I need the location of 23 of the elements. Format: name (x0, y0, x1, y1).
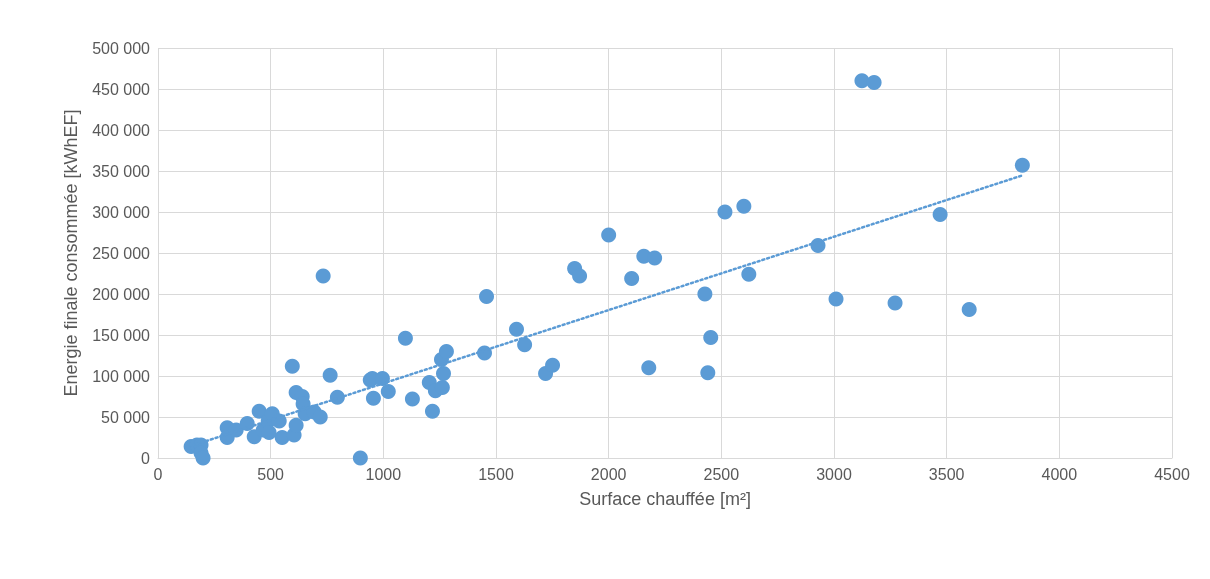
x-tick-label: 3500 (928, 465, 965, 483)
x-tick-label: 4000 (1041, 465, 1078, 483)
x-axis-title: Surface chauffée [m²] (579, 489, 751, 509)
y-tick-label: 100 000 (92, 367, 151, 385)
x-tick-label: 2000 (590, 465, 627, 483)
y-tick-label: 300 000 (92, 203, 151, 221)
y-tick-label: 150 000 (92, 326, 151, 344)
y-tick-label: 50 000 (101, 408, 151, 426)
x-tick-label: 0 (153, 465, 163, 483)
y-axis-title: Energie finale consommée [kWhEF] (61, 109, 81, 397)
y-tick-label: 500 000 (92, 39, 151, 57)
y-tick-label: 250 000 (92, 244, 151, 262)
y-tick-label: 0 (141, 449, 151, 467)
x-tick-label: 2500 (703, 465, 740, 483)
x-tick-label: 1500 (478, 465, 514, 483)
x-tick-label: 4500 (1154, 465, 1190, 483)
y-tick-label: 350 000 (92, 162, 151, 180)
x-tick-label: 3000 (816, 465, 852, 483)
y-tick-label: 400 000 (92, 121, 151, 139)
y-tick-label: 200 000 (92, 285, 151, 303)
x-tick-label: 1000 (365, 465, 402, 483)
y-tick-label: 450 000 (92, 80, 151, 98)
x-tick-label: 500 (257, 465, 285, 483)
